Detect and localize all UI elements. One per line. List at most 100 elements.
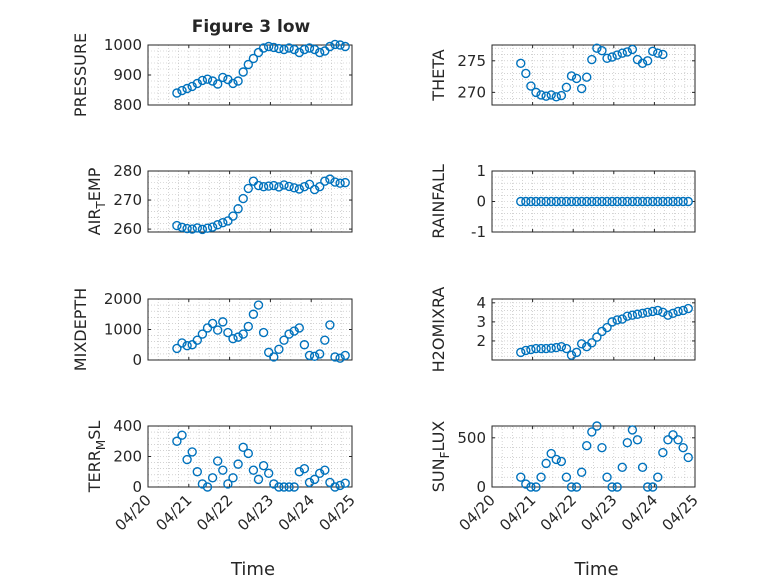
data-point xyxy=(289,482,299,492)
data-point xyxy=(299,44,310,55)
data-point xyxy=(571,482,582,492)
data-point xyxy=(673,306,683,317)
data-point xyxy=(653,196,663,207)
data-point xyxy=(284,482,294,492)
y-tick-label: 2 xyxy=(476,332,486,350)
x-tick-label: 04/24 xyxy=(275,491,318,534)
data-point xyxy=(212,456,223,466)
data-point xyxy=(223,327,233,338)
data-point xyxy=(678,442,688,453)
data-point xyxy=(648,46,658,57)
data-point xyxy=(648,306,658,317)
data-point xyxy=(607,52,617,62)
data-point xyxy=(653,472,663,482)
data-point xyxy=(248,176,259,186)
data-point xyxy=(192,467,203,477)
data-point xyxy=(556,341,567,352)
data-point xyxy=(617,48,627,58)
data-point xyxy=(516,196,526,207)
data-point xyxy=(642,482,653,492)
data-point xyxy=(182,83,192,94)
data-point xyxy=(197,479,208,489)
data-point xyxy=(223,216,233,226)
subplot-6: 0 200 400 TERRMSL04/2004/2104/2204/2304/240… xyxy=(85,417,359,580)
data-point xyxy=(340,177,350,188)
data-point xyxy=(228,211,238,221)
data-point xyxy=(228,473,238,483)
data-point xyxy=(192,78,203,89)
data-point xyxy=(627,425,638,435)
y-tick-label: 270 xyxy=(457,83,486,101)
data-point xyxy=(284,43,294,53)
data-point xyxy=(172,88,182,98)
axes-box xyxy=(491,298,696,361)
data-point xyxy=(315,181,325,192)
data-point xyxy=(546,90,556,100)
data-point xyxy=(335,480,345,491)
data-point xyxy=(325,41,335,52)
data-point xyxy=(309,351,320,362)
data-point xyxy=(571,73,582,84)
data-point xyxy=(536,343,546,354)
data-point xyxy=(320,176,330,186)
data-point xyxy=(566,350,577,360)
data-point xyxy=(279,44,289,55)
data-point xyxy=(264,181,274,191)
data-point xyxy=(536,196,546,207)
data-point xyxy=(526,344,536,355)
data-point xyxy=(243,321,254,332)
data-point xyxy=(315,349,325,359)
data-point xyxy=(238,67,248,77)
data-point xyxy=(658,196,668,207)
y-tick-label: -1 xyxy=(471,223,486,241)
data-point xyxy=(617,462,627,473)
data-point xyxy=(320,465,330,475)
data-point xyxy=(637,196,648,207)
data-point xyxy=(264,41,274,52)
data-point xyxy=(304,477,315,488)
data-point xyxy=(284,329,294,339)
y-tick-label: 260 xyxy=(113,220,142,238)
data-point xyxy=(632,196,643,207)
data-point xyxy=(536,472,546,482)
data-point xyxy=(294,467,304,477)
data-point xyxy=(551,342,561,353)
y-tick-label: 3 xyxy=(476,313,486,331)
data-point xyxy=(218,218,228,228)
data-point xyxy=(622,311,633,321)
data-point xyxy=(258,181,269,192)
data-point xyxy=(622,47,633,57)
data-point xyxy=(335,353,345,363)
data-point xyxy=(289,326,299,336)
data-point xyxy=(320,335,330,345)
data-point xyxy=(658,447,668,458)
data-point xyxy=(556,196,567,207)
y-tick-label: 4 xyxy=(476,294,486,312)
data-point xyxy=(531,482,541,492)
subplot-1: 270 275 THETA xyxy=(429,43,696,106)
data-point xyxy=(561,343,572,354)
data-point xyxy=(304,43,315,53)
data-point xyxy=(172,220,182,231)
data-point xyxy=(592,421,602,431)
data-point xyxy=(207,318,218,329)
data-point xyxy=(309,44,320,55)
data-point xyxy=(207,76,218,86)
data-point xyxy=(340,478,350,488)
y-tick-label: 280 xyxy=(113,162,142,180)
data-point xyxy=(187,224,197,234)
y-axis-label: TERRMSL xyxy=(85,421,108,494)
data-point xyxy=(258,327,269,338)
data-point xyxy=(576,83,587,94)
data-point xyxy=(253,180,264,191)
data-point xyxy=(602,196,612,207)
y-tick-label: 2000 xyxy=(104,290,142,308)
data-point xyxy=(658,307,668,318)
x-tick-label: 04/23 xyxy=(577,491,620,534)
data-point xyxy=(207,473,218,483)
data-point xyxy=(541,458,551,469)
data-point xyxy=(576,196,587,207)
data-point xyxy=(587,338,597,348)
y-axis-label: AIRTEMP xyxy=(85,167,108,235)
data-point xyxy=(556,90,567,101)
